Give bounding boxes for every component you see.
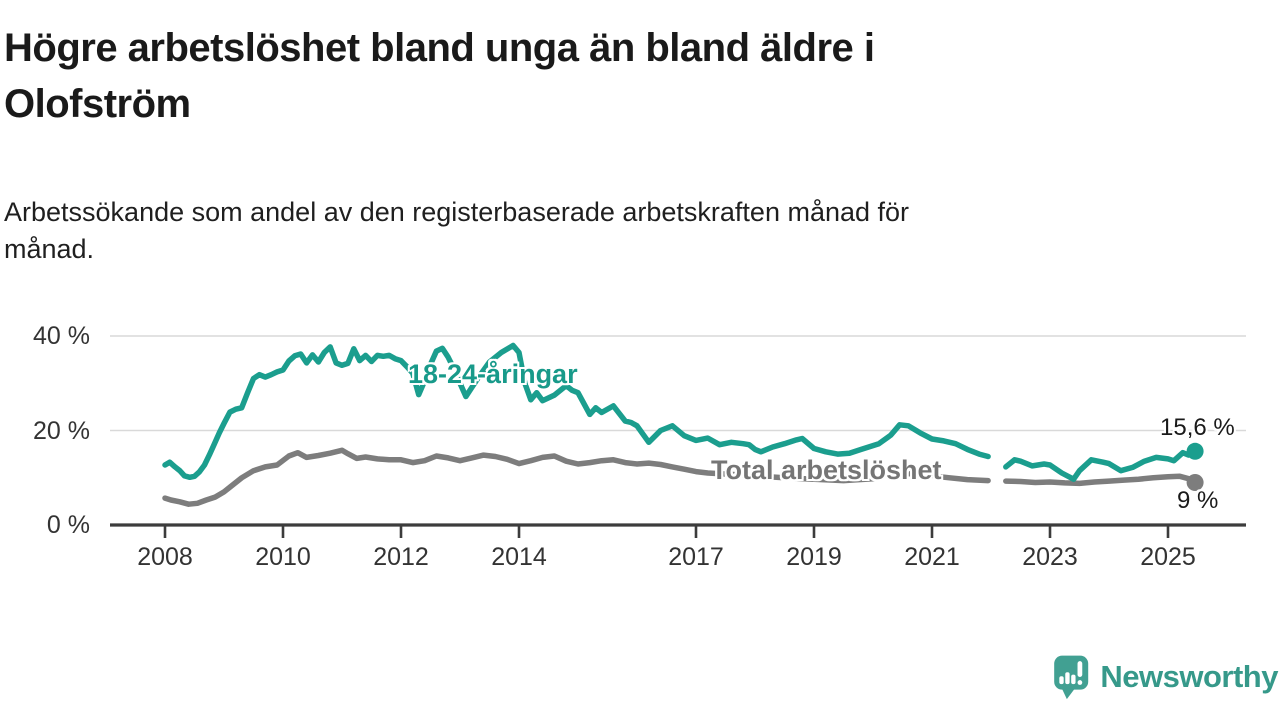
y-tick-label-0: 0 % — [46, 511, 90, 539]
series-label-young: 18-24-åringar — [408, 359, 578, 389]
x-tick-label-2019: 2019 — [786, 543, 842, 571]
x-tick-label-2014: 2014 — [491, 543, 547, 571]
chart-subtitle: Arbetssökande som andel av den registerb… — [4, 194, 1204, 268]
chart-title: Högre arbetslöshet bland unga än bland ä… — [4, 20, 1154, 132]
y-tick-label-20: 20 % — [33, 416, 90, 445]
x-tick-label-2023: 2023 — [1022, 543, 1078, 571]
newsworthy-logo-text: Newsworthy — [1100, 659, 1278, 694]
newsworthy-logo-icon — [1054, 655, 1089, 700]
x-tick-label-2021: 2021 — [904, 543, 960, 571]
x-tick-label-2025: 2025 — [1140, 543, 1196, 571]
branding-footer: Newsworthy — [1053, 646, 1278, 708]
end-value-label-total: 9 % — [1177, 487, 1219, 514]
chart-title-line-2: Olofström — [4, 82, 191, 126]
end-value-label-young: 15,6 % — [1160, 414, 1235, 441]
series-label-total: Total arbetslöshet — [711, 455, 942, 485]
chart-subtitle-line-1: Arbetssökande som andel av den registerb… — [4, 197, 910, 227]
x-tick-label-2017: 2017 — [668, 543, 724, 571]
x-tick-label-2012: 2012 — [373, 543, 429, 571]
x-tick-label-2010: 2010 — [255, 543, 311, 571]
x-tick-label-2008: 2008 — [137, 543, 193, 571]
chart-subtitle-line-2: månad. — [4, 234, 95, 264]
chart-title-line-1: Högre arbetslöshet bland unga än bland ä… — [4, 26, 875, 70]
y-tick-label-40: 40 % — [33, 322, 90, 350]
